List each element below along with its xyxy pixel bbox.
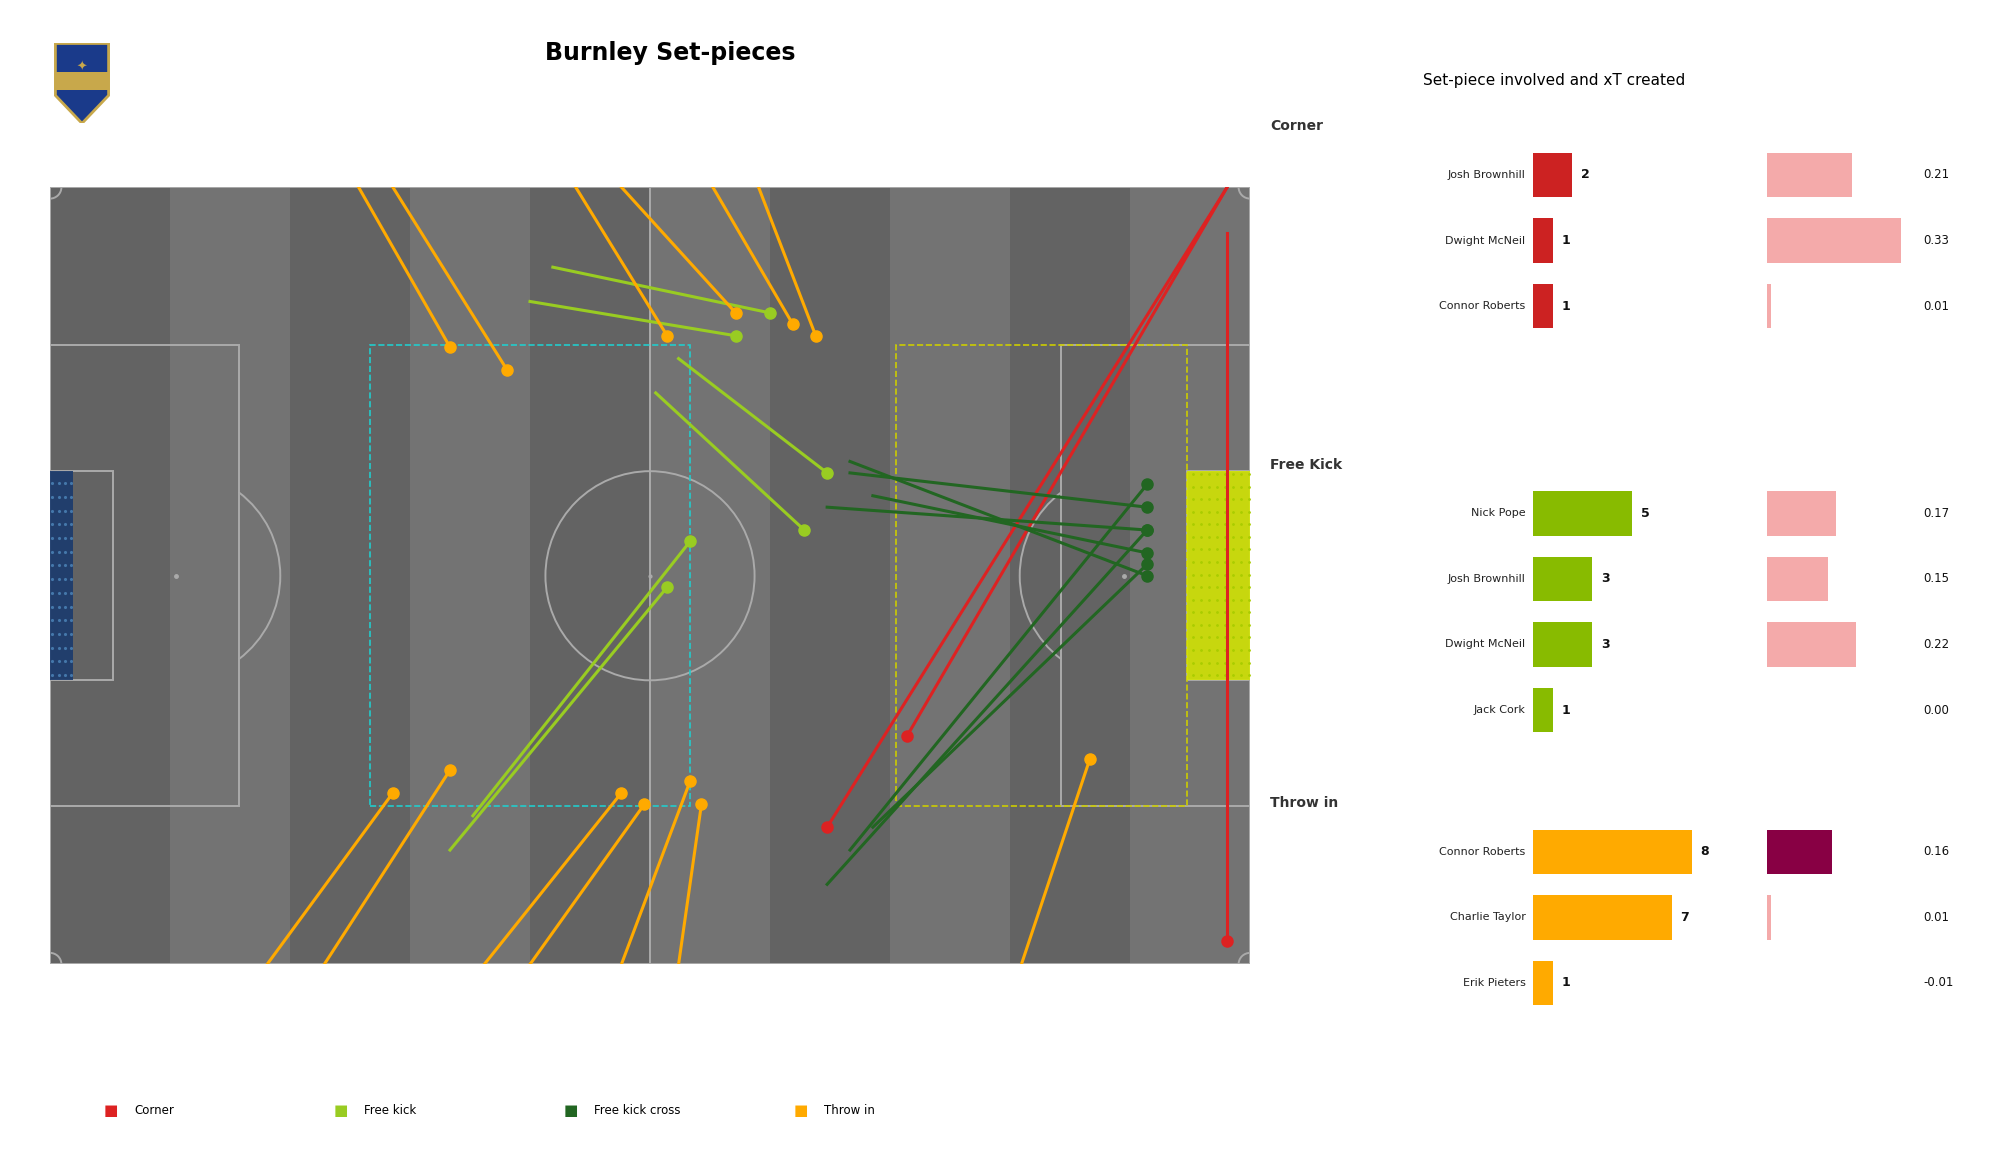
Bar	[1130, 187, 1250, 965]
Bar	[1188, 471, 1250, 680]
Bar	[530, 187, 650, 965]
Bar	[890, 187, 1010, 965]
Text: Throw in: Throw in	[1270, 797, 1338, 810]
Text: 1: 1	[1562, 234, 1570, 247]
Text: 0.22: 0.22	[1924, 638, 1950, 651]
Text: Jack Cork: Jack Cork	[1474, 705, 1526, 716]
Bar	[1768, 623, 1856, 666]
Text: 0.00: 0.00	[1924, 704, 1950, 717]
Text: Free Kick: Free Kick	[1270, 458, 1342, 471]
Text: Corner: Corner	[1270, 120, 1324, 133]
Bar	[1532, 557, 1592, 602]
Text: Free kick cross: Free kick cross	[594, 1103, 680, 1117]
Bar	[1532, 491, 1632, 536]
Bar	[1010, 187, 1130, 965]
Text: 2: 2	[1580, 168, 1590, 181]
Text: 0.01: 0.01	[1924, 911, 1950, 924]
Bar	[1532, 830, 1692, 874]
Text: Nick Pope: Nick Pope	[1470, 509, 1526, 518]
Bar	[1768, 491, 1836, 536]
Bar	[370, 345, 690, 806]
Text: -0.01: -0.01	[1924, 976, 1954, 989]
Text: ■: ■	[794, 1103, 808, 1117]
Text: ■: ■	[104, 1103, 118, 1117]
Bar	[1532, 284, 1552, 328]
Bar	[170, 187, 290, 965]
Text: 0.17: 0.17	[1924, 506, 1950, 519]
Text: ■: ■	[334, 1103, 348, 1117]
Text: 1: 1	[1562, 300, 1570, 313]
Text: Free kick: Free kick	[364, 1103, 416, 1117]
Text: 3: 3	[1600, 572, 1610, 585]
Bar	[1768, 895, 1772, 940]
Text: Throw in: Throw in	[824, 1103, 874, 1117]
Text: 0.01: 0.01	[1924, 300, 1950, 313]
Bar	[1188, 471, 1250, 680]
Text: Josh Brownhill: Josh Brownhill	[1448, 573, 1526, 584]
Bar	[1532, 623, 1592, 666]
Text: Connor Roberts: Connor Roberts	[1440, 301, 1526, 311]
Bar	[650, 187, 770, 965]
Text: Dwight McNeil: Dwight McNeil	[1446, 639, 1526, 650]
Bar	[1532, 895, 1672, 940]
Bar	[770, 187, 890, 965]
Text: 8: 8	[1700, 845, 1708, 858]
Text: ✦: ✦	[76, 61, 88, 74]
PathPatch shape	[56, 43, 108, 123]
Text: 0.16: 0.16	[1924, 845, 1950, 858]
Bar	[1532, 219, 1552, 263]
Text: 1: 1	[1562, 976, 1570, 989]
Bar	[1768, 557, 1828, 602]
Text: Erik Pieters: Erik Pieters	[1462, 978, 1526, 988]
Bar	[1768, 830, 1832, 874]
Text: 3: 3	[1600, 638, 1610, 651]
Text: 5: 5	[1640, 506, 1650, 519]
Bar	[896, 345, 1188, 806]
Text: Corner: Corner	[134, 1103, 174, 1117]
Bar	[1768, 284, 1772, 328]
Text: 0.33: 0.33	[1924, 234, 1950, 247]
Bar	[1062, 345, 1250, 806]
Bar	[1532, 961, 1552, 1005]
Text: Burnley Set-pieces: Burnley Set-pieces	[544, 41, 796, 65]
Bar	[1532, 687, 1552, 732]
Text: Set-piece involved and xT created: Set-piece involved and xT created	[1422, 73, 1686, 88]
Text: 7: 7	[1680, 911, 1690, 924]
Bar	[50, 187, 170, 965]
Bar	[1532, 153, 1572, 197]
Bar	[50, 471, 112, 680]
Bar	[290, 187, 410, 965]
Bar	[1768, 153, 1852, 197]
Text: Charlie Taylor: Charlie Taylor	[1450, 912, 1526, 922]
Bar	[56, 72, 108, 89]
Text: 0.21: 0.21	[1924, 168, 1950, 181]
Text: Connor Roberts: Connor Roberts	[1440, 847, 1526, 857]
Bar	[50, 471, 72, 680]
Bar	[50, 345, 238, 806]
Text: 0.15: 0.15	[1924, 572, 1950, 585]
Text: Josh Brownhill: Josh Brownhill	[1448, 170, 1526, 180]
Bar	[1768, 219, 1900, 263]
Text: 1: 1	[1562, 704, 1570, 717]
Text: Dwight McNeil: Dwight McNeil	[1446, 235, 1526, 246]
Bar	[410, 187, 530, 965]
Text: ■: ■	[564, 1103, 578, 1117]
